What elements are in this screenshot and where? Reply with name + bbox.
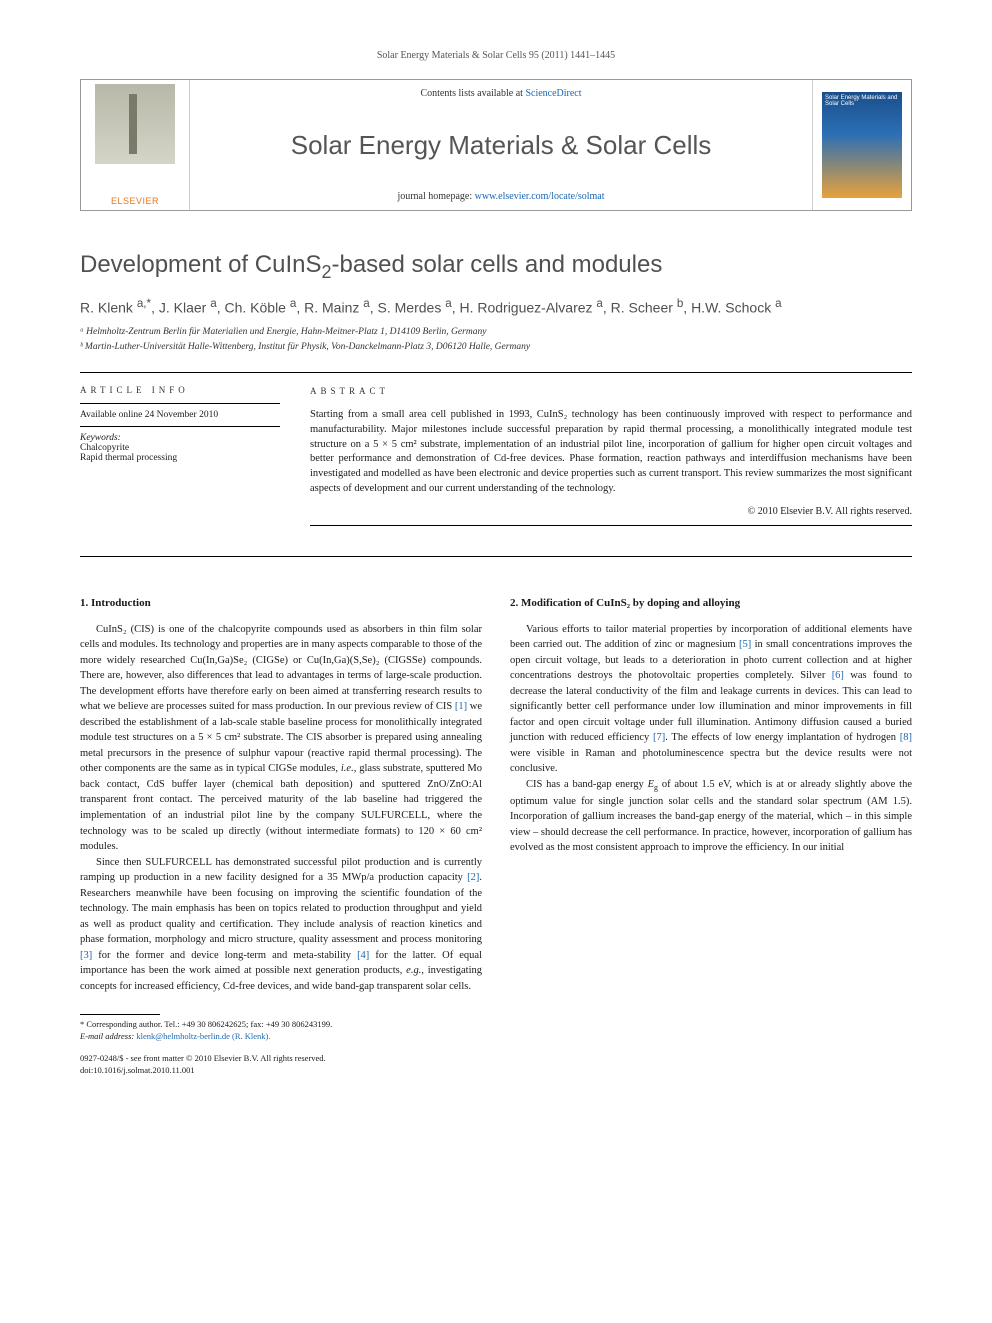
abstract-text: Starting from a small area cell publishe… bbox=[310, 408, 912, 497]
ref-link-4[interactable]: [4] bbox=[357, 950, 369, 961]
journal-cover-icon: Solar Energy Materials and Solar Cells bbox=[822, 92, 902, 198]
abstract-heading: abstract bbox=[310, 377, 912, 398]
contents-available-line: Contents lists available at ScienceDirec… bbox=[420, 88, 581, 99]
section-1-heading: 1. Introduction bbox=[80, 595, 482, 611]
publisher-logo-block: ELSEVIER bbox=[81, 80, 190, 210]
section-1-para-2: Since then SULFURCELL has demonstrated s… bbox=[80, 855, 482, 995]
contents-text: Contents lists available at bbox=[420, 88, 525, 99]
journal-citation: Solar Energy Materials & Solar Cells 95 … bbox=[80, 50, 912, 61]
article-info-heading: article info bbox=[80, 377, 280, 395]
sciencedirect-link[interactable]: ScienceDirect bbox=[525, 88, 581, 99]
keyword-1: Chalcopyrite bbox=[80, 443, 280, 453]
email-label: E-mail address: bbox=[80, 1031, 136, 1041]
elsevier-tree-icon bbox=[95, 84, 175, 164]
ref-link-6[interactable]: [6] bbox=[832, 670, 844, 681]
ref-link-7[interactable]: [7] bbox=[653, 732, 665, 743]
authors-line: R. Klenk a,*, J. Klaer a, Ch. Köble a, R… bbox=[80, 297, 912, 316]
journal-title: Solar Energy Materials & Solar Cells bbox=[291, 130, 712, 161]
corresponding-author-footnote: * Corresponding author. Tel.: +49 30 806… bbox=[80, 1014, 482, 1043]
keyword-2: Rapid thermal processing bbox=[80, 453, 280, 463]
issn-line: 0927-0248/$ - see front matter © 2010 El… bbox=[80, 1053, 482, 1065]
section-2-para-1: Various efforts to tailor material prope… bbox=[510, 622, 912, 777]
title-pre: Development of CuInS bbox=[80, 251, 321, 278]
section-2-para-2: CIS has a band-gap energy Eg of about 1.… bbox=[510, 777, 912, 856]
article-body: 1. Introduction CuInS₂ (CIS) is one of t… bbox=[80, 581, 912, 1077]
abstract-column: abstract Starting from a small area cell… bbox=[310, 377, 912, 526]
ref-link-1[interactable]: [1] bbox=[455, 701, 467, 712]
article-title: Development of CuInS2-based solar cells … bbox=[80, 251, 912, 283]
ref-link-5[interactable]: [5] bbox=[739, 639, 751, 650]
affiliation-a: ᵃ Helmholtz-Zentrum Berlin für Materiali… bbox=[80, 325, 912, 339]
corr-email-line: E-mail address: klenk@helmholtz-berlin.d… bbox=[80, 1031, 482, 1043]
abstract-copyright: © 2010 Elsevier B.V. All rights reserved… bbox=[310, 505, 912, 519]
title-post: -based solar cells and modules bbox=[331, 251, 662, 278]
section-1-para-1: CuInS₂ (CIS) is one of the chalcopyrite … bbox=[80, 622, 482, 855]
affiliations: ᵃ Helmholtz-Zentrum Berlin für Materiali… bbox=[80, 325, 912, 354]
homepage-label: journal homepage: bbox=[397, 191, 474, 202]
cover-thumb-block: Solar Energy Materials and Solar Cells bbox=[812, 80, 911, 210]
journal-homepage-line: journal homepage: www.elsevier.com/locat… bbox=[397, 191, 604, 202]
corr-author-line: * Corresponding author. Tel.: +49 30 806… bbox=[80, 1019, 482, 1031]
title-sub: 2 bbox=[321, 262, 331, 282]
available-online-date: Available online 24 November 2010 bbox=[80, 410, 280, 420]
affiliation-b: ᵇ Martin-Luther-Universität Halle-Witten… bbox=[80, 340, 912, 354]
article-info-column: article info Available online 24 Novembe… bbox=[80, 377, 280, 526]
ref-link-2[interactable]: [2] bbox=[467, 872, 479, 883]
keywords-label: Keywords: bbox=[80, 433, 280, 443]
journal-banner: ELSEVIER Contents lists available at Sci… bbox=[80, 79, 912, 211]
publisher-name: ELSEVIER bbox=[111, 196, 159, 206]
homepage-link[interactable]: www.elsevier.com/locate/solmat bbox=[475, 191, 605, 202]
ref-link-8[interactable]: [8] bbox=[900, 732, 912, 743]
section-2-heading: 2. Modification of CuInS₂ by doping and … bbox=[510, 595, 912, 611]
doi-line: doi:10.1016/j.solmat.2010.11.001 bbox=[80, 1065, 482, 1077]
corr-email-link[interactable]: klenk@helmholtz-berlin.de (R. Klenk). bbox=[136, 1031, 270, 1041]
ref-link-3[interactable]: [3] bbox=[80, 950, 92, 961]
issn-doi-block: 0927-0248/$ - see front matter © 2010 El… bbox=[80, 1053, 482, 1077]
